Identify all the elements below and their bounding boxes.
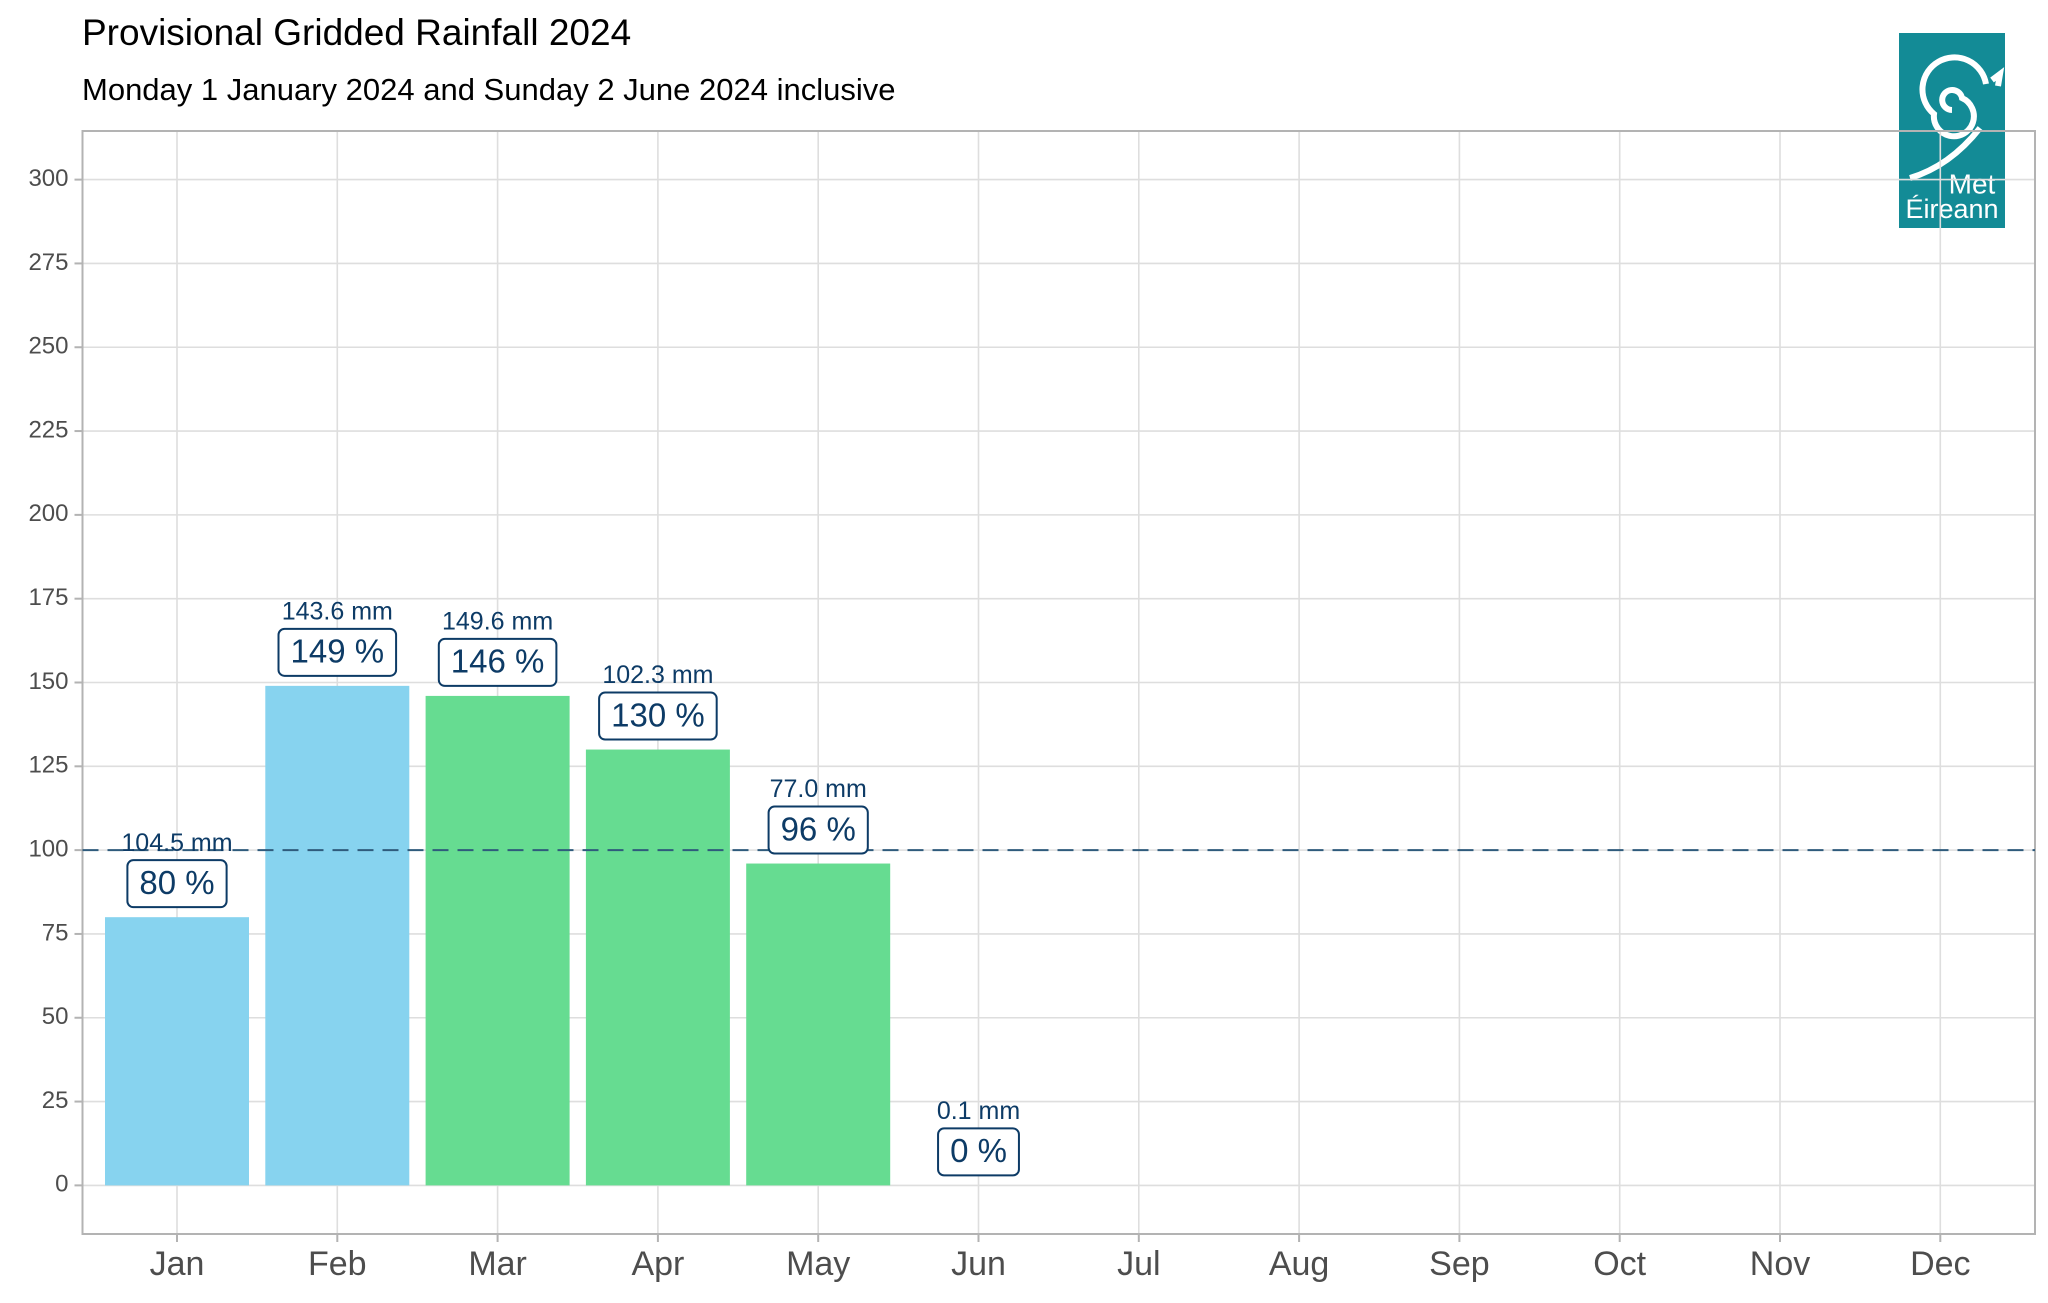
y-tick-label: 25: [42, 1087, 69, 1114]
y-tick-label: 0: [55, 1171, 68, 1198]
y-tick-label: 75: [42, 919, 69, 946]
y-tick-label: 50: [42, 1003, 69, 1030]
value-label: 96 %: [781, 810, 856, 847]
chart-title: Provisional Gridded Rainfall 2024: [82, 12, 631, 53]
bar: [425, 695, 570, 1186]
value-label: 130 %: [611, 696, 705, 733]
label-box: [937, 1127, 1020, 1177]
x-tick-label: Jul: [1117, 1245, 1160, 1283]
x-tick-label: Sep: [1429, 1245, 1490, 1283]
rainfall-label: 104.5 mm: [121, 829, 232, 857]
label-box: [437, 637, 558, 687]
x-tick-label: Dec: [1910, 1245, 1970, 1283]
x-tick-label: May: [786, 1245, 850, 1283]
value-label: 149 %: [291, 633, 385, 670]
x-tick-label: Jan: [150, 1245, 205, 1283]
logo-text: Met: [1949, 168, 1996, 199]
y-tick-label: 175: [28, 584, 68, 611]
rainfall-label: 143.6 mm: [282, 597, 393, 625]
x-tick-label: Aug: [1269, 1245, 1330, 1283]
rainfall-label: 77.0 mm: [770, 775, 867, 803]
x-tick-label: Feb: [308, 1245, 367, 1283]
bar: [105, 917, 249, 1186]
x-tick-label: Nov: [1750, 1245, 1810, 1283]
label-box: [598, 691, 718, 741]
y-tick-label: 275: [28, 249, 68, 276]
chart-subtitle: Monday 1 January 2024 and Sunday 2 June …: [82, 72, 895, 107]
y-tick-label: 100: [28, 835, 68, 862]
y-tick-label: 125: [28, 752, 68, 779]
bar: [585, 749, 730, 1186]
value-label: 146 %: [451, 643, 545, 680]
y-tick-label: 150: [28, 668, 68, 695]
x-tick-label: Apr: [631, 1245, 684, 1283]
rainfall-label: 149.6 mm: [442, 608, 553, 636]
label-box: [126, 859, 228, 909]
rainfall-label: 0.1 mm: [937, 1097, 1020, 1125]
x-tick-label: Oct: [1593, 1245, 1646, 1283]
logo-text: Éireann: [1905, 194, 1998, 224]
value-label: 80 %: [139, 864, 214, 901]
label-box: [767, 805, 869, 855]
y-tick-label: 200: [28, 500, 68, 527]
label-box: [277, 627, 398, 677]
x-tick-label: Jun: [951, 1245, 1006, 1283]
bar: [265, 685, 410, 1186]
y-tick-label: 225: [28, 416, 68, 443]
x-tick-label: Mar: [468, 1245, 527, 1283]
logo-spiral: [1909, 54, 2005, 181]
bar: [746, 863, 891, 1186]
y-tick-label: 300: [28, 165, 68, 192]
y-tick-label: 250: [28, 333, 68, 360]
value-label: 0 %: [950, 1132, 1007, 1169]
rainfall-label: 102.3 mm: [602, 661, 713, 689]
